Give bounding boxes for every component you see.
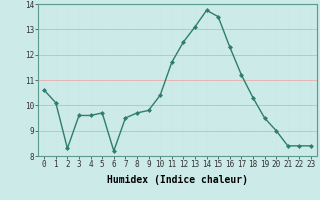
X-axis label: Humidex (Indice chaleur): Humidex (Indice chaleur)	[107, 175, 248, 185]
